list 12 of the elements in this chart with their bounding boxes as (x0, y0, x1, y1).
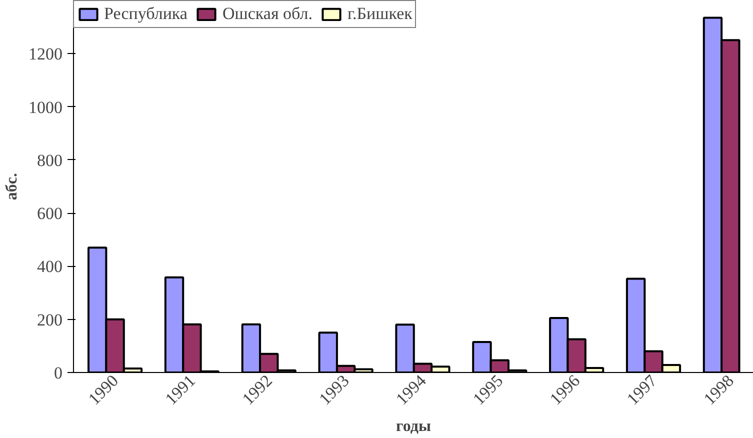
y-tick-label: 200 (37, 310, 62, 330)
y-tick-label: 400 (37, 257, 62, 276)
legend-label: Ошская обл. (222, 4, 312, 24)
x-axis-title: годы (396, 418, 432, 436)
legend-label: г.Бишкек (347, 4, 412, 24)
y-tick-label: 600 (37, 204, 62, 224)
y-tick-label: 0 (54, 364, 62, 382)
y-axis-title: абс. (4, 172, 20, 200)
y-tick-label: 1000 (28, 98, 62, 117)
y-tick-label: 800 (37, 150, 62, 170)
legend-label: Республика (104, 4, 188, 24)
y-tick-label: 1200 (28, 44, 62, 64)
